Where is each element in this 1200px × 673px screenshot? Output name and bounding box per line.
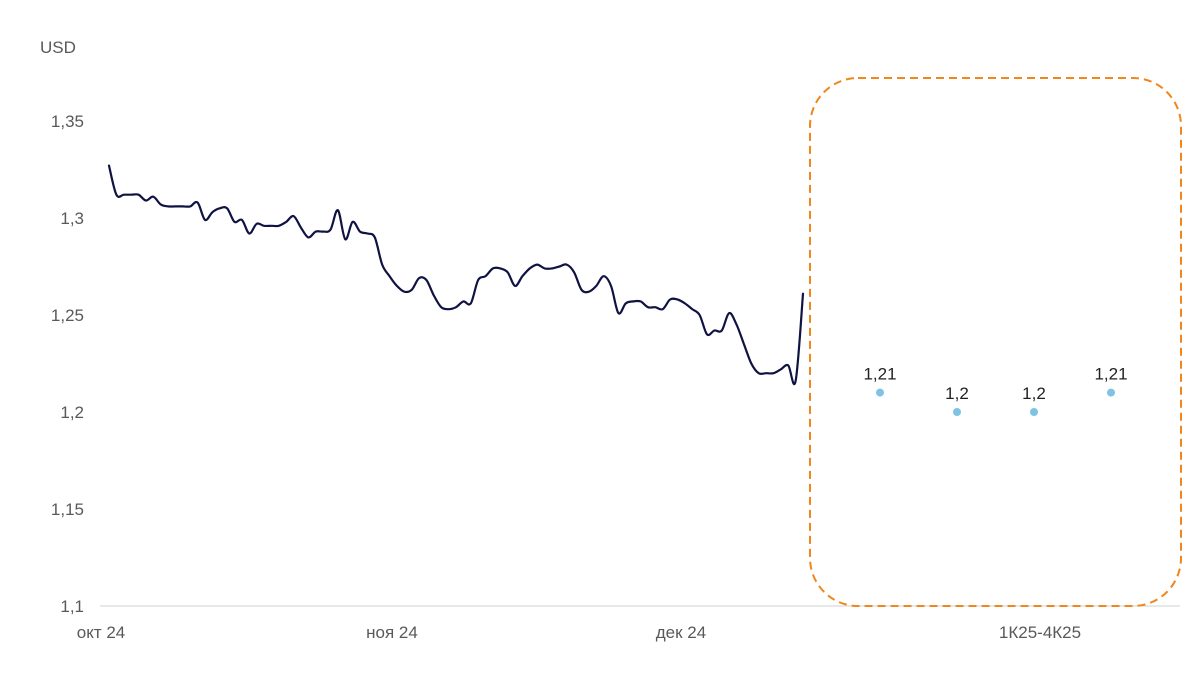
forecast-point: [1030, 408, 1038, 416]
forecast-point: [1107, 388, 1115, 397]
forecast-data-label: 1,2: [1022, 384, 1046, 403]
x-tick-label: ноя 24: [366, 623, 418, 642]
y-tick-label: 1,1: [60, 597, 84, 616]
forecast-period-label: 1К25-4К25: [999, 623, 1081, 642]
forecast-point: [876, 388, 884, 397]
forecast-data-label: 1,2: [945, 384, 969, 403]
x-axis-ticks: окт 24 ноя 24 дек 24: [77, 623, 706, 642]
y-tick-label: 1,25: [51, 306, 84, 325]
forecast-points: 1,21 1,2 1,2 1,21: [863, 365, 1128, 416]
forecast-data-label: 1,21: [1094, 365, 1127, 384]
y-axis-unit-label: USD: [40, 38, 76, 57]
y-tick-label: 1,15: [51, 500, 84, 519]
history-series-line: [107, 164, 805, 385]
y-tick-label: 1,35: [51, 112, 84, 131]
x-tick-label: дек 24: [656, 623, 706, 642]
forecast-data-label: 1,21: [863, 365, 896, 384]
forecast-highlight-box: [809, 77, 1182, 607]
x-tick-label: окт 24: [77, 623, 126, 642]
y-tick-label: 1,2: [60, 403, 84, 422]
forecast-point: [953, 408, 961, 416]
y-axis-ticks: 1,1 1,15 1,2 1,25 1,3 1,35: [51, 112, 84, 616]
y-tick-label: 1,3: [60, 209, 84, 228]
